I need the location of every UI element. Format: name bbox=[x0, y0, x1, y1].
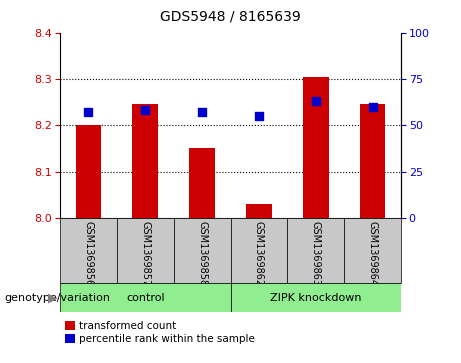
Text: GSM1369864: GSM1369864 bbox=[367, 221, 378, 286]
Text: GDS5948 / 8165639: GDS5948 / 8165639 bbox=[160, 9, 301, 23]
Point bbox=[85, 109, 92, 115]
Bar bbox=[344, 218, 401, 283]
Bar bbox=[60, 283, 230, 312]
Bar bbox=[230, 218, 287, 283]
Point bbox=[198, 109, 206, 115]
Point bbox=[142, 107, 149, 113]
Point bbox=[255, 113, 263, 119]
Bar bbox=[76, 125, 101, 218]
Bar bbox=[117, 218, 174, 283]
Bar bbox=[132, 105, 158, 218]
Bar bbox=[303, 77, 329, 218]
Text: GSM1369863: GSM1369863 bbox=[311, 221, 321, 286]
Text: GSM1369862: GSM1369862 bbox=[254, 221, 264, 286]
Text: genotype/variation: genotype/variation bbox=[5, 293, 111, 303]
Text: ▶: ▶ bbox=[48, 291, 58, 304]
Bar bbox=[189, 148, 215, 218]
Text: GSM1369856: GSM1369856 bbox=[83, 221, 94, 286]
Bar bbox=[246, 204, 272, 218]
Bar bbox=[174, 218, 230, 283]
Text: control: control bbox=[126, 293, 165, 303]
Bar bbox=[230, 283, 401, 312]
Bar bbox=[360, 105, 385, 218]
Text: GSM1369857: GSM1369857 bbox=[140, 221, 150, 286]
Text: ZIPK knockdown: ZIPK knockdown bbox=[270, 293, 361, 303]
Point bbox=[312, 98, 319, 104]
Point bbox=[369, 104, 376, 110]
Text: GSM1369858: GSM1369858 bbox=[197, 221, 207, 286]
Bar bbox=[287, 218, 344, 283]
Bar bbox=[60, 218, 117, 283]
Legend: transformed count, percentile rank within the sample: transformed count, percentile rank withi… bbox=[65, 321, 254, 344]
